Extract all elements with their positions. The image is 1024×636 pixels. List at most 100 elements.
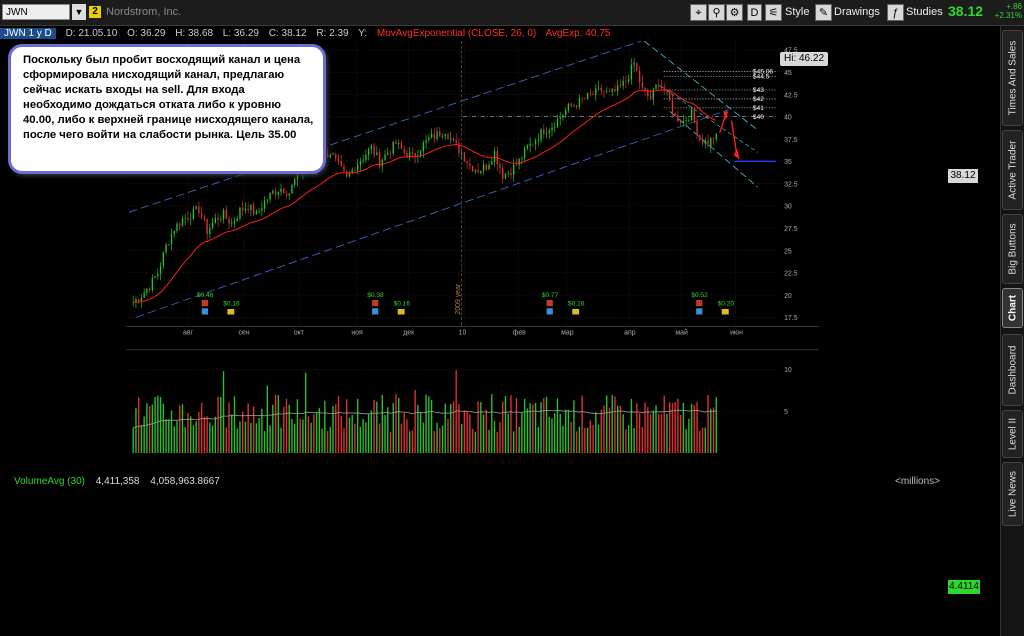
- volume-study-name[interactable]: VolumeAvg (30): [14, 476, 85, 487]
- dividend-icon: [397, 308, 405, 315]
- volume-bar: [682, 402, 685, 453]
- candle-body: [283, 188, 285, 194]
- candle-body: [491, 161, 493, 165]
- volume-bar: [575, 431, 578, 453]
- level-label: $42: [753, 96, 764, 103]
- chart-title[interactable]: JWN 1 y D: [0, 28, 56, 39]
- volume-bar: [200, 402, 203, 453]
- studies-icon[interactable]: ƒ: [887, 4, 904, 21]
- candle-body: [170, 234, 173, 245]
- volume-bar: [381, 394, 383, 453]
- zoom-icon[interactable]: ⚲: [708, 4, 725, 21]
- studies-menu[interactable]: Studies: [906, 6, 943, 18]
- volume-bar: [619, 405, 622, 453]
- candle-body: [406, 152, 408, 158]
- symbol-dropdown-icon[interactable]: ▼: [72, 4, 86, 20]
- tab-dashboard[interactable]: Dashboard: [1002, 334, 1023, 406]
- candle-body: [663, 86, 665, 91]
- candle-body: [198, 206, 200, 214]
- link-badge[interactable]: 2: [89, 6, 101, 18]
- tab-label: Chart: [1007, 294, 1018, 322]
- candle-body: [329, 154, 331, 158]
- candle-body: [436, 131, 438, 139]
- symbol-input[interactable]: JWN: [2, 4, 70, 20]
- candle-body: [220, 219, 222, 221]
- candle-body: [378, 152, 381, 167]
- settings-icon[interactable]: ⚙: [726, 4, 743, 21]
- volume-bar: [658, 413, 660, 453]
- volume-bar: [148, 406, 151, 453]
- high-label: Hi: 46.22: [780, 52, 829, 66]
- volume-bar: [562, 425, 564, 453]
- style-menu[interactable]: Style: [785, 6, 810, 18]
- candle-body: [584, 98, 586, 100]
- candle-body: [362, 159, 364, 162]
- volume-bar: [595, 412, 597, 453]
- tab-level-ii[interactable]: Level II: [1002, 410, 1023, 458]
- tab-big-buttons[interactable]: Big Buttons: [1002, 214, 1023, 284]
- pencil-icon[interactable]: ✎: [815, 4, 832, 21]
- study-name[interactable]: MovAvgExponential (CLOSE, 26, 0): [376, 28, 537, 39]
- volume-bar: [326, 431, 329, 453]
- volume-bar: [510, 395, 512, 453]
- candle-body: [658, 84, 660, 86]
- volume-bar: [567, 409, 570, 453]
- candle-body: [255, 211, 258, 215]
- candle-body: [263, 200, 266, 209]
- ema-line: [133, 89, 717, 303]
- volume-bar: [250, 423, 252, 453]
- volume-bar: [422, 422, 425, 453]
- x-tick-label: май: [675, 329, 688, 337]
- candle-body: [444, 134, 446, 137]
- crosshair-icon[interactable]: ⌖: [690, 4, 707, 21]
- volume-bar: [715, 397, 717, 453]
- candle-body: [638, 70, 641, 83]
- candle-body: [521, 158, 523, 160]
- volume-bar: [389, 431, 392, 453]
- volume-bar: [471, 428, 474, 453]
- candle-body: [641, 82, 644, 88]
- volume-bar: [146, 403, 148, 453]
- volume-bar: [384, 414, 386, 453]
- volume-bar: [252, 406, 255, 453]
- tab-times-and-sales[interactable]: Times And Sales: [1002, 30, 1023, 126]
- volume-bar: [376, 401, 378, 453]
- candle-body: [206, 219, 208, 234]
- volume-bar: [351, 414, 353, 453]
- chart-style-icon[interactable]: ⚟: [765, 4, 782, 21]
- candle-body: [554, 127, 556, 129]
- volume-bar: [704, 427, 706, 453]
- volume-bar: [337, 396, 340, 453]
- candle-body: [649, 95, 652, 100]
- volume-bar: [233, 396, 236, 453]
- y-tick-label: 27.5: [784, 226, 798, 233]
- volume-bar: [367, 414, 370, 453]
- tab-chart[interactable]: Chart: [1002, 288, 1023, 328]
- volume-bar: [469, 414, 471, 453]
- volume-bar: [168, 419, 170, 453]
- candle-body: [701, 140, 704, 144]
- volume-bar: [428, 396, 430, 453]
- tab-label: Big Buttons: [1007, 223, 1018, 275]
- candle-body: [690, 107, 693, 120]
- price-chart[interactable]: 17.5 20 22.5 25 27.5 30 32.5 35 37.5 40 42.5 45 47.5…: [0, 41, 945, 453]
- candle-body: [439, 131, 441, 137]
- date-readout: D: 21.05.10: [65, 28, 118, 39]
- candle-body: [682, 120, 685, 123]
- volume-bar: [617, 405, 619, 453]
- price-scale[interactable]: [945, 41, 1000, 636]
- tab-live-news[interactable]: Live News: [1002, 462, 1023, 526]
- volume-bar: [603, 405, 605, 453]
- dividend-label: $0.16: [568, 301, 585, 308]
- candle-body: [463, 152, 466, 162]
- tab-active-trader[interactable]: Active Trader: [1002, 130, 1023, 210]
- candle-body: [493, 151, 496, 162]
- drawings-menu[interactable]: Drawings: [834, 6, 880, 18]
- candle-body: [367, 149, 370, 155]
- candle-body: [540, 129, 542, 141]
- candle-body: [573, 105, 575, 107]
- volume-bar: [592, 425, 594, 453]
- period-button[interactable]: D: [747, 4, 762, 21]
- volume-bar: [559, 413, 561, 453]
- candle-body: [148, 289, 151, 291]
